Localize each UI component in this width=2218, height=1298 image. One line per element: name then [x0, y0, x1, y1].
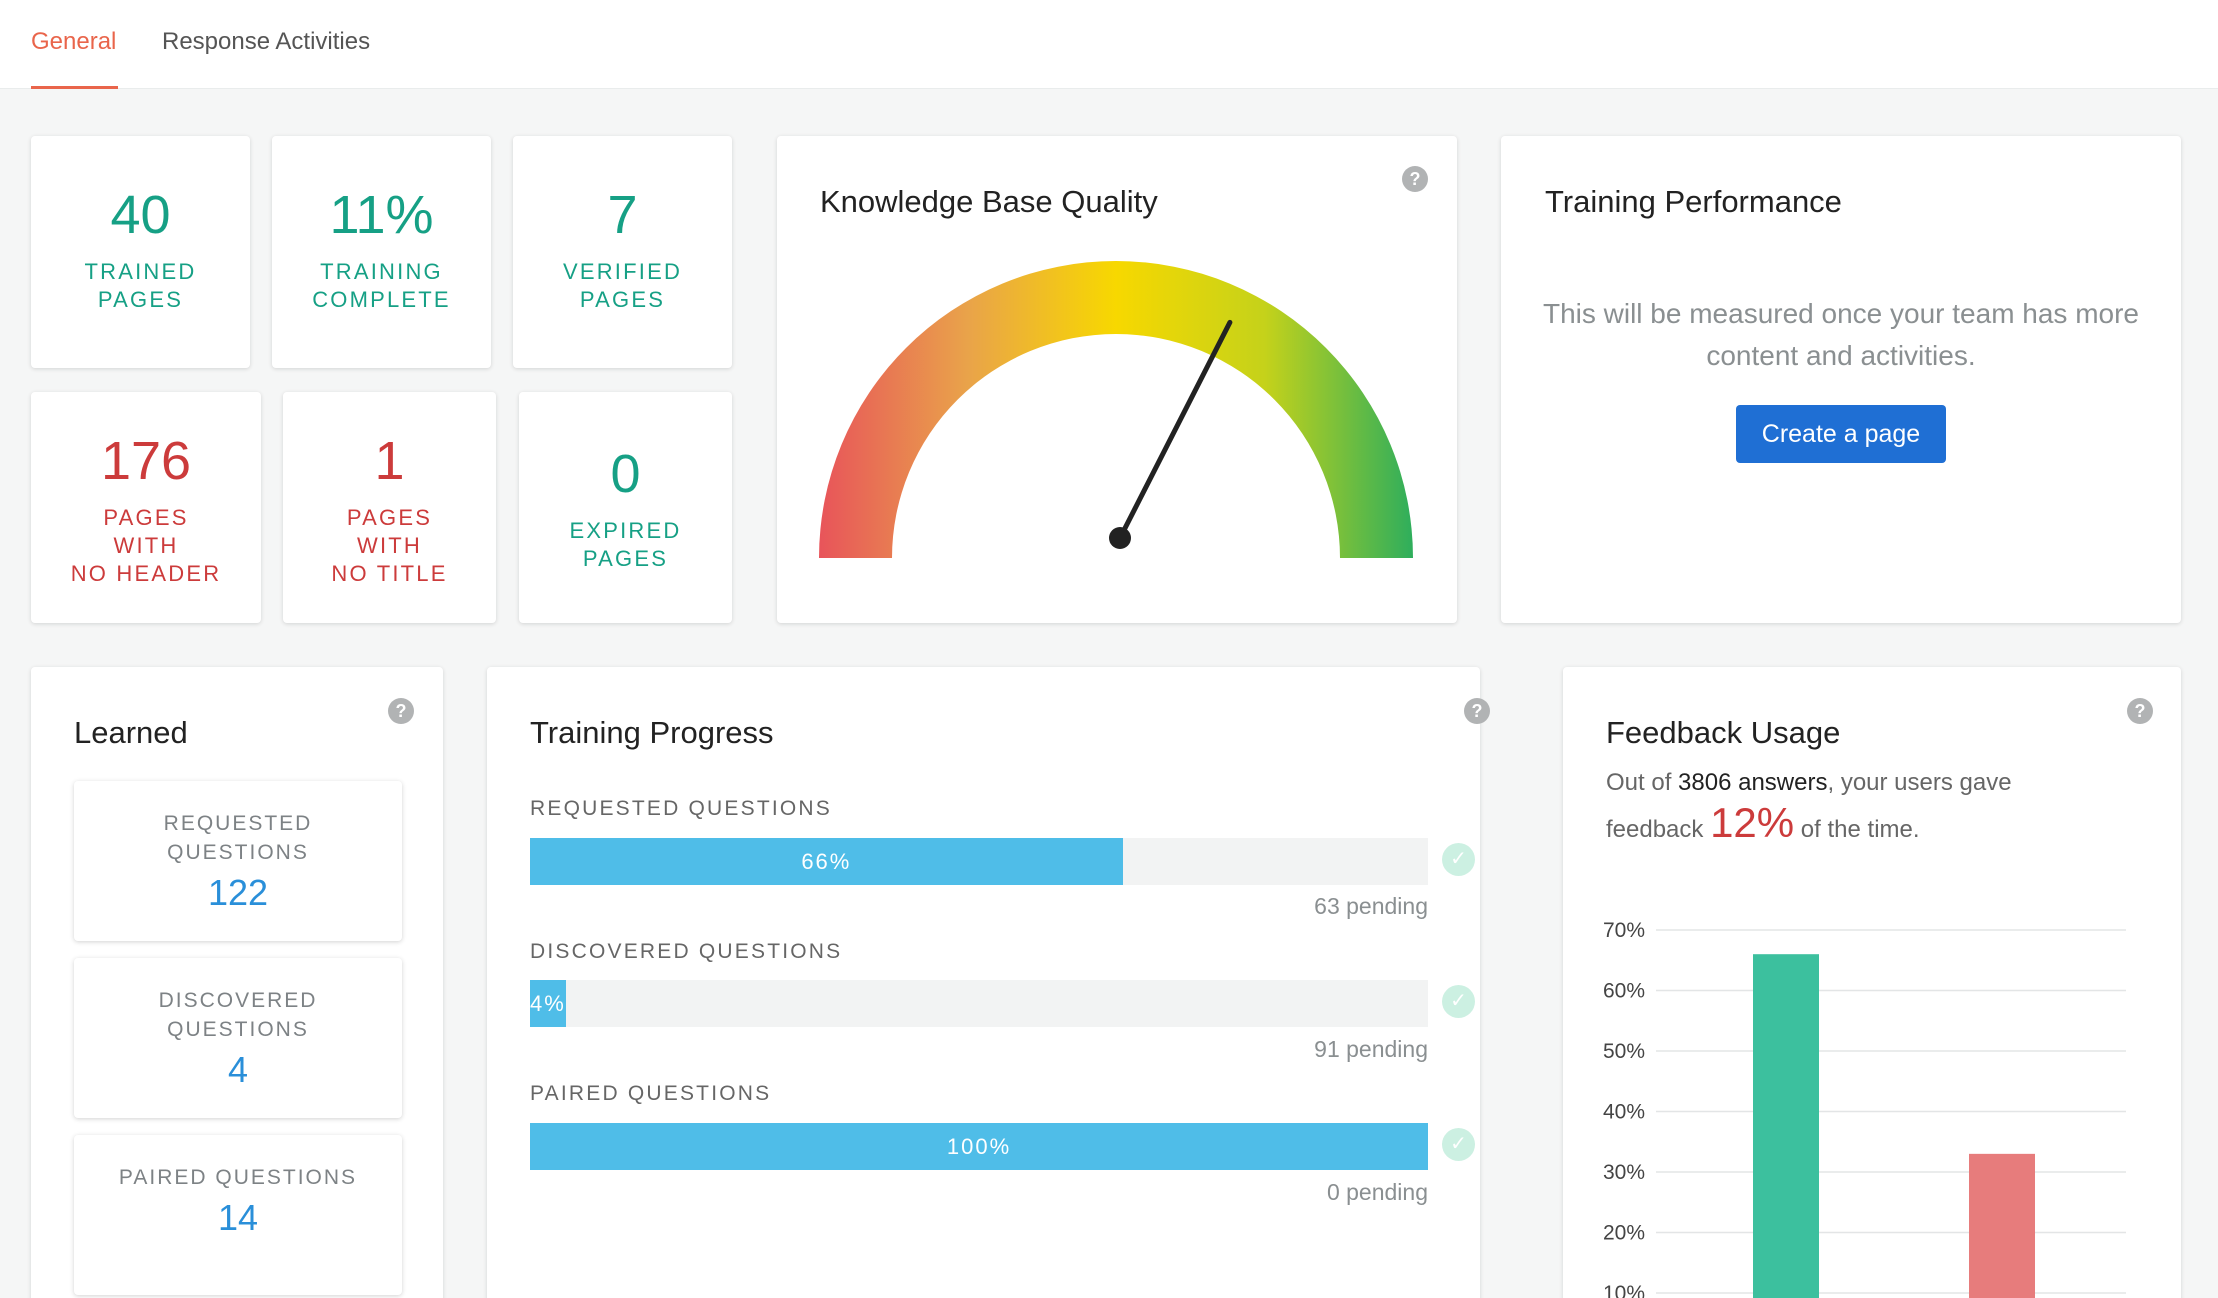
training-performance-message: This will be measured once your team has…	[1542, 298, 2140, 371]
tab-general[interactable]: General	[31, 28, 117, 55]
chart-tick-label: 30%	[1603, 1161, 1645, 1184]
training-performance-title: Training Performance	[1545, 184, 1842, 219]
stat-value: 40	[110, 185, 171, 245]
stat-value: 1	[374, 431, 405, 491]
stat-card-pages-no-header: 176 PAGES WITH NO HEADER	[31, 392, 261, 623]
progress-track-paired: 100%	[530, 1123, 1428, 1170]
chart-tick-label: 10%	[1603, 1282, 1645, 1298]
stat-label: EXPIRED PAGES	[569, 518, 682, 571]
chart-bar	[1753, 954, 1819, 1298]
stat-card-verified-pages: 7 VERIFIED PAGES	[513, 136, 732, 368]
feedback-usage-title: Feedback Usage	[1606, 715, 1841, 750]
learned-item-label: PAIRED QUESTIONS	[118, 1166, 358, 1189]
learned-item-label: DISCOVERED QUESTIONS	[158, 989, 318, 1041]
stat-label: TRAINED PAGES	[84, 259, 197, 312]
chart-bar	[1969, 1153, 2035, 1298]
progress-fill: 4%	[530, 980, 566, 1027]
feedback-percent: 12%	[1710, 799, 1795, 846]
kb-quality-gauge	[819, 261, 1413, 558]
progress-pending: 63 pending	[1314, 893, 1428, 919]
stat-label: VERIFIED PAGES	[562, 259, 683, 312]
check-icon: ✓	[1442, 1128, 1475, 1161]
gauge-needle	[1117, 319, 1233, 541]
feedback-text-mid: , your users gave feedback	[1606, 769, 2012, 843]
progress-fill: 66%	[530, 838, 1123, 885]
progress-pending: 0 pending	[1326, 1179, 1428, 1205]
chart-tick-label: 20%	[1603, 1222, 1645, 1245]
stat-card-training-complete: 11% TRAINING COMPLETE	[272, 136, 491, 368]
feedback-usage-help-icon[interactable]: ?	[2127, 698, 2153, 724]
training-progress-help-icon[interactable]: ?	[1464, 698, 1490, 724]
active-tab-indicator	[31, 86, 118, 89]
chart-tick-label: 60%	[1603, 980, 1645, 1003]
learned-item-value: 14	[217, 1197, 259, 1238]
kb-quality-help-icon[interactable]: ?	[1402, 166, 1428, 192]
feedback-text-prefix: Out of	[1606, 769, 1679, 796]
check-icon: ✓	[1442, 985, 1475, 1018]
feedback-usage-chart: 70% 60% 50% 40% 30% 20% 10%	[1603, 919, 2126, 1298]
kb-quality-title: Knowledge Base Quality	[820, 184, 1158, 219]
chart-tick-label: 70%	[1603, 919, 1645, 942]
check-icon: ✓	[1442, 843, 1475, 876]
chart-tick-label: 40%	[1603, 1101, 1645, 1124]
chart-tick-label: 50%	[1603, 1040, 1645, 1063]
progress-row-label: PAIRED QUESTIONS	[530, 1082, 772, 1105]
stat-label: PAGES WITH NO HEADER	[70, 505, 222, 586]
progress-row-label: REQUESTED QUESTIONS	[530, 797, 833, 820]
feedback-answer-count: 3806 answers	[1678, 769, 1828, 796]
stat-card-trained-pages: 40 TRAINED PAGES	[31, 136, 250, 368]
top-tab-bar: General Response Activities	[0, 0, 2218, 89]
learned-help-icon[interactable]: ?	[388, 698, 414, 724]
learned-title: Learned	[74, 715, 188, 750]
progress-track-discovered: 4%	[530, 980, 1428, 1027]
stat-value: 0	[610, 444, 641, 504]
stat-card-pages-no-title: 1 PAGES WITH NO TITLE	[283, 392, 496, 623]
training-progress-title: Training Progress	[530, 715, 774, 750]
progress-track-requested: 66%	[530, 838, 1428, 885]
learned-item-value: 4	[227, 1049, 249, 1090]
gauge-arc	[819, 261, 1413, 558]
feedback-usage-summary: Out of 3806 answers, your users gave fee…	[1606, 763, 2106, 850]
create-page-button[interactable]: Create a page	[1736, 405, 1946, 463]
progress-fill: 100%	[530, 1123, 1428, 1170]
stat-value: 11%	[329, 185, 434, 245]
learned-discovered-questions: DISCOVERED QUESTIONS 4	[74, 958, 402, 1118]
gauge-pivot	[1109, 527, 1131, 549]
learned-item-label: REQUESTED QUESTIONS	[163, 812, 313, 864]
feedback-text-suffix: of the time.	[1794, 816, 1920, 843]
feedback-usage-card	[1563, 667, 2181, 1298]
training-performance-card	[1501, 136, 2181, 623]
learned-requested-questions: REQUESTED QUESTIONS 122	[74, 781, 402, 941]
stat-label: TRAINING COMPLETE	[312, 259, 451, 312]
tab-response-activities[interactable]: Response Activities	[162, 28, 371, 55]
stat-value: 176	[100, 431, 192, 491]
progress-pending: 91 pending	[1314, 1036, 1428, 1062]
learned-item-value: 122	[207, 872, 269, 913]
stat-label: PAGES WITH NO TITLE	[331, 505, 448, 586]
progress-row-label: DISCOVERED QUESTIONS	[530, 940, 843, 963]
stat-card-expired-pages: 0 EXPIRED PAGES	[519, 392, 732, 623]
stat-value: 7	[607, 185, 638, 245]
learned-paired-questions: PAIRED QUESTIONS 14	[74, 1135, 402, 1295]
